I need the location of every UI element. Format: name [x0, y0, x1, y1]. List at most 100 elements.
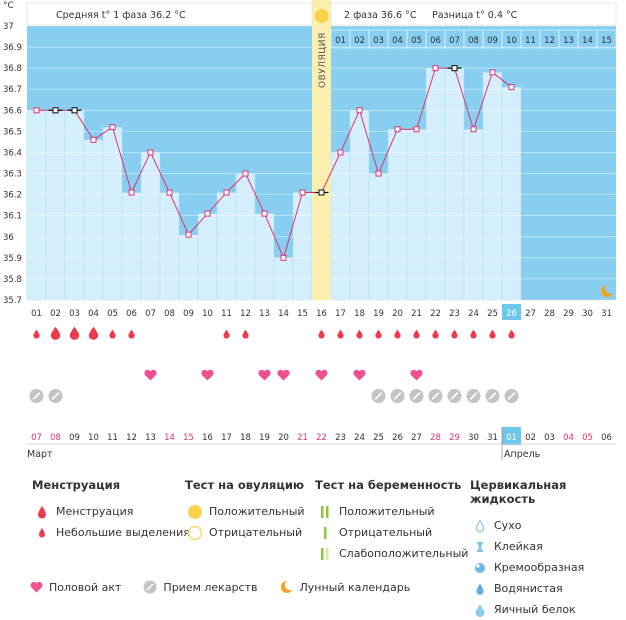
heart-icon — [30, 581, 43, 593]
cycle-day-label: 07 — [449, 36, 460, 46]
date-label: 07 — [31, 433, 42, 443]
date-label: 18 — [240, 433, 251, 443]
temperature-bar — [216, 192, 237, 301]
temperature-point — [413, 126, 420, 133]
date-label: 28 — [430, 433, 441, 443]
day-of-cycle-label: 03 — [69, 309, 80, 319]
day-of-cycle-label: 21 — [411, 309, 422, 319]
legend-pregnancy-item: Слабоположительный — [339, 547, 469, 560]
y-tick-label: 36 — [3, 233, 14, 243]
temperature-point — [375, 170, 382, 177]
day-of-cycle-label: 06 — [126, 309, 137, 319]
day-of-cycle-label: 07 — [145, 309, 156, 319]
intercourse-heart — [201, 369, 214, 381]
light-bleeding-drop — [375, 329, 382, 339]
y-tick-label: 36.2 — [3, 191, 22, 201]
temperature-bar — [387, 129, 408, 301]
day-of-cycle-label: 04 — [88, 309, 99, 319]
temperature-point — [337, 149, 344, 156]
temperature-difference: Разница t° 0.4 °C — [432, 10, 518, 21]
date-label: 17 — [221, 433, 232, 443]
moon-icon — [280, 580, 294, 594]
temperature-point — [299, 189, 306, 196]
temperature-bar — [501, 86, 522, 301]
y-tick-label: 35.8 — [3, 275, 22, 285]
legend-menstruation-item: Небольшие выделения — [56, 526, 190, 539]
day-of-cycle-label: 28 — [544, 309, 555, 319]
legend-cervical-item: Сухо — [494, 519, 522, 532]
intercourse-heart — [315, 369, 328, 381]
temperature-bar — [349, 110, 370, 301]
date-label: 04 — [563, 433, 574, 443]
temperature-bar — [178, 234, 199, 301]
date-label: 16 — [202, 433, 213, 443]
date-label: 11 — [107, 433, 118, 443]
bottom-legend-medication: Прием лекарств — [143, 580, 258, 594]
date-label: 09 — [69, 433, 80, 443]
ovulation-band — [312, 0, 331, 300]
date-label: 20 — [278, 433, 289, 443]
day-of-cycle-label: 23 — [449, 309, 460, 319]
temperature-bar — [140, 152, 161, 301]
light-bleeding-drop — [451, 329, 458, 339]
day-of-cycle-label: 22 — [430, 309, 441, 319]
date-label: 02 — [525, 433, 536, 443]
day-of-cycle-label: 16 — [316, 309, 327, 319]
day-of-cycle-label: 02 — [50, 309, 61, 319]
light-bleeding-drop — [432, 329, 439, 339]
small-drop-icon — [32, 527, 52, 538]
menstruation-drop — [69, 326, 80, 340]
light-bleeding-drop — [413, 329, 420, 339]
medication-pill — [390, 389, 405, 403]
y-tick-label: 36.6 — [3, 106, 22, 116]
light-bleeding-drop — [223, 329, 230, 339]
day-of-cycle-label: 27 — [525, 309, 536, 319]
date-label: 22 — [316, 433, 327, 443]
y-tick-label: 36.1 — [3, 212, 22, 222]
legend-cervical-item: Яичный белок — [494, 603, 576, 616]
temperature-point — [489, 69, 496, 76]
day-of-cycle-label: 08 — [164, 309, 175, 319]
legend-pregnancy-title: Тест на беременность — [315, 478, 462, 492]
cycle-day-label: 14 — [582, 36, 593, 46]
legend-ovulation-title: Тест на овуляцию — [185, 478, 305, 492]
temperature-line — [36, 67, 512, 260]
day-of-cycle-label: 01 — [31, 309, 42, 319]
cycle-day-label: 10 — [506, 36, 517, 46]
day-of-cycle-label: 10 — [202, 309, 213, 319]
cycle-day-label: 09 — [487, 36, 498, 46]
day-of-cycle-label: 25 — [487, 309, 498, 319]
legend-menstruation-item: Менструация — [56, 505, 134, 518]
day-of-cycle-label: 14 — [278, 309, 289, 319]
date-label: 10 — [88, 433, 99, 443]
bottom-legend-label: Прием лекарств — [163, 580, 258, 594]
month-label-march: Март — [27, 449, 53, 460]
intercourse-heart — [277, 369, 290, 381]
legend-menstruation: Менструация Менструация Небольшие выделе… — [32, 478, 190, 543]
baseline-marker-point — [71, 107, 78, 114]
temperature-point — [166, 189, 173, 196]
intercourse-heart — [410, 369, 423, 381]
temperature-point — [261, 210, 268, 217]
baseline-marker-point — [318, 189, 325, 196]
date-label: 21 — [297, 433, 308, 443]
medication-pill — [371, 389, 386, 403]
temperature-point — [356, 107, 363, 114]
temperature-bar — [254, 213, 275, 301]
day-of-cycle-label: 18 — [354, 309, 365, 319]
temperature-bar — [292, 192, 313, 301]
sun-icon — [314, 9, 329, 23]
temperature-bar — [45, 110, 66, 301]
legend-cervical-title: Цервикальная жидкость — [470, 478, 567, 506]
y-tick-label: 36.3 — [3, 170, 22, 180]
legend-cervical-item: Водянистая — [494, 582, 563, 595]
date-label: 23 — [335, 433, 346, 443]
light-bleeding-drop — [109, 329, 116, 339]
egg-white-icon — [470, 603, 490, 617]
legend-ovulation-item: Положительный — [209, 505, 305, 518]
watery-icon — [470, 582, 490, 596]
y-tick-label: 37 — [3, 22, 14, 32]
date-label: 08 — [50, 433, 61, 443]
light-bleeding-drop — [508, 329, 515, 339]
light-bleeding-drop — [318, 329, 325, 339]
